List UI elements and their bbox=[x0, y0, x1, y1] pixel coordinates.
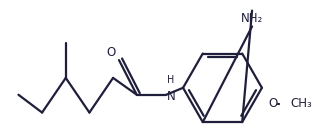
Text: CH₃: CH₃ bbox=[291, 97, 312, 110]
Text: O: O bbox=[107, 46, 116, 59]
Text: N: N bbox=[167, 90, 176, 103]
Text: H: H bbox=[167, 75, 175, 85]
Text: NH₂: NH₂ bbox=[241, 12, 263, 25]
Text: O: O bbox=[268, 97, 277, 110]
